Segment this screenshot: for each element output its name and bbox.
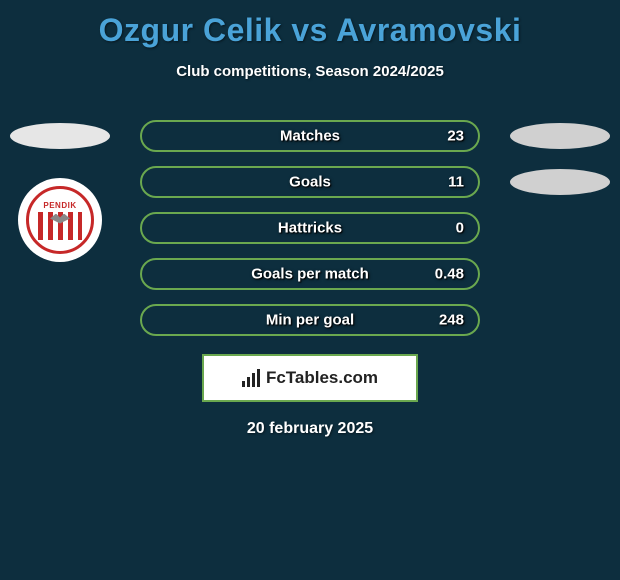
club-logo: PENDIK [18, 178, 102, 262]
stat-bar: Min per goal 248 [140, 304, 480, 336]
right-ellipse [510, 123, 610, 149]
footer-date: 20 february 2025 [0, 420, 620, 438]
stat-label: Goals per match [251, 266, 369, 283]
page-title: Ozgur Celik vs Avramovski [0, 0, 620, 49]
stat-value: 11 [448, 174, 464, 191]
stat-value: 0.48 [435, 266, 464, 283]
stat-row: Goals per match 0.48 [10, 258, 610, 290]
stat-bar: Goals per match 0.48 [140, 258, 480, 290]
stat-value: 23 [447, 128, 464, 145]
stat-label: Matches [280, 128, 340, 145]
stat-label: Goals [289, 174, 331, 191]
stat-value: 0 [456, 220, 464, 237]
club-logo-inner: PENDIK [26, 186, 94, 254]
branding-text: FcTables.com [266, 368, 378, 388]
stat-label: Hattricks [278, 220, 342, 237]
stat-label: Min per goal [266, 312, 354, 329]
stat-bar: Hattricks 0 [140, 212, 480, 244]
club-name: PENDIK [43, 201, 76, 210]
club-bird-icon [50, 214, 70, 224]
left-ellipse [10, 123, 110, 149]
stat-bar: Goals 11 [140, 166, 480, 198]
stat-bar: Matches 23 [140, 120, 480, 152]
page-subtitle: Club competitions, Season 2024/2025 [0, 63, 620, 80]
branding-box[interactable]: FcTables.com [202, 354, 418, 402]
club-stripes [38, 212, 82, 240]
chart-icon [242, 369, 260, 387]
stat-row: Min per goal 248 [10, 304, 610, 336]
stat-row: Goals 11 [10, 166, 610, 198]
right-ellipse [510, 169, 610, 195]
stat-value: 248 [439, 312, 464, 329]
stat-row: Matches 23 [10, 120, 610, 152]
